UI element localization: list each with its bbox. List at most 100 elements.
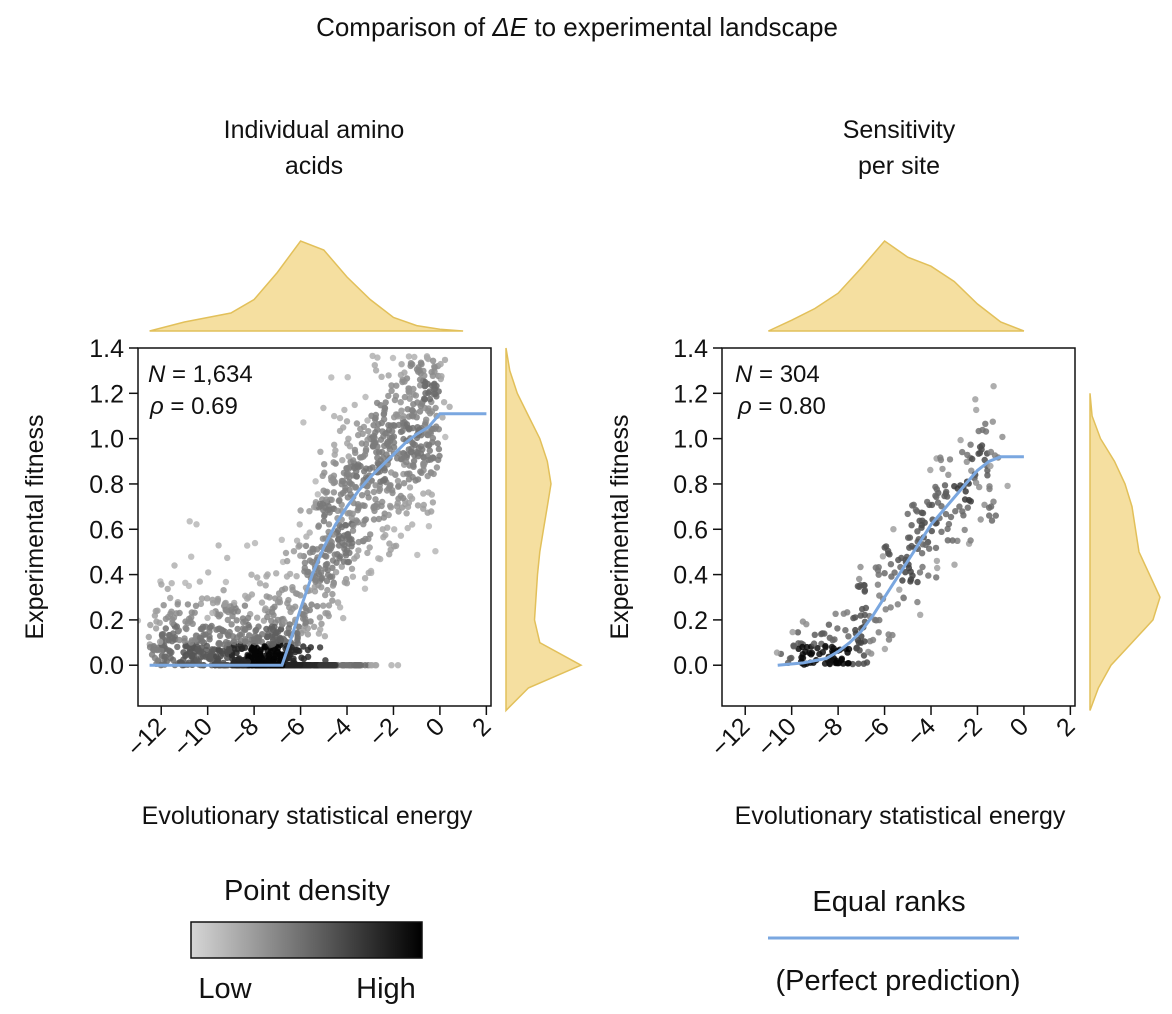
scatter-point xyxy=(357,425,364,433)
scatter-point xyxy=(986,504,993,511)
scatter-point xyxy=(184,601,192,608)
scatter-point xyxy=(380,514,388,521)
scatter-point xyxy=(382,399,389,406)
scatter-point xyxy=(296,542,303,549)
scatter-point xyxy=(928,501,936,509)
scatter-point xyxy=(345,558,353,566)
scatter-point xyxy=(794,629,802,636)
scatter-point xyxy=(375,421,382,428)
scatter-point xyxy=(336,427,344,435)
scatter-panel-individual-amino-acids: 0.0 0.2 0.4 0.6 0.8 1.0 1.2 1.4 −12−10 −8 −6 −4 −2 0… xyxy=(21,240,583,830)
scatter-point xyxy=(856,575,863,583)
scatter-point xyxy=(945,471,952,478)
x-tick-label: −8 xyxy=(224,712,264,752)
scatter-point xyxy=(323,553,330,560)
scatter-point xyxy=(406,484,414,491)
scatter-point xyxy=(321,633,329,640)
scatter-point xyxy=(394,662,402,669)
scatter-point xyxy=(347,480,354,487)
scatter-point xyxy=(245,594,252,601)
scatter-point xyxy=(346,549,353,556)
scatter-point xyxy=(388,382,395,389)
scatter-point xyxy=(424,380,431,388)
scatter-point xyxy=(327,545,335,552)
scatter-point xyxy=(828,643,836,651)
scatter-point xyxy=(361,585,369,592)
scatter-point xyxy=(301,559,309,566)
scatter-point xyxy=(191,609,198,616)
scatter-point xyxy=(860,652,868,659)
scatter-point xyxy=(385,372,392,379)
x-tick-label: 0 xyxy=(421,712,451,742)
scatter-point xyxy=(1004,482,1011,490)
scatter-point xyxy=(433,464,441,471)
scatter-point xyxy=(350,522,357,529)
x-tick-label: −2 xyxy=(364,712,404,752)
scatter-point xyxy=(196,648,203,656)
scatter-point xyxy=(374,354,381,361)
scatter-point xyxy=(315,630,323,637)
scatter-point xyxy=(222,578,230,586)
scatter-point xyxy=(405,476,413,483)
scatter-point xyxy=(370,488,378,496)
scatter-point xyxy=(408,495,416,502)
scatter-point xyxy=(300,643,307,650)
scatter-point xyxy=(906,534,914,541)
scatter-point xyxy=(366,544,373,551)
scatter-point xyxy=(355,547,362,554)
scatter-point xyxy=(410,461,417,469)
scatter-point xyxy=(951,561,958,568)
scatter-point xyxy=(296,521,303,528)
scatter-point xyxy=(332,662,339,669)
scatter-point xyxy=(989,418,996,425)
scatter-point xyxy=(342,484,349,492)
scatter-point xyxy=(292,603,299,610)
scatter-point xyxy=(228,621,235,628)
n-annotation: N = 304 xyxy=(735,361,820,388)
scatter-point xyxy=(942,510,950,518)
scatter-point xyxy=(426,395,434,403)
equal-ranks-curve xyxy=(777,455,1024,667)
scatter-point xyxy=(169,619,176,626)
scatter-point xyxy=(237,637,244,644)
scatter-point xyxy=(404,503,412,511)
scatter-point xyxy=(372,367,380,374)
scatter-point xyxy=(264,613,271,621)
scatter-point xyxy=(412,392,420,399)
scatter-point xyxy=(397,371,405,379)
scatter-point xyxy=(295,623,302,630)
scatter-point xyxy=(227,603,234,610)
scatter-point xyxy=(928,527,935,535)
scatter-point xyxy=(372,411,380,419)
scatter-point xyxy=(421,372,428,379)
scatter-point xyxy=(908,522,915,529)
x-tick-label: 2 xyxy=(467,712,497,742)
scatter-point xyxy=(424,453,431,460)
y-axis: 0.0 0.2 0.4 0.6 0.8 1.0 1.2 1.4 xyxy=(673,335,722,680)
scatter-point xyxy=(954,537,961,544)
scatter-point xyxy=(234,625,241,633)
scatter-point xyxy=(844,660,851,667)
scatter-point xyxy=(904,510,911,518)
scatter-point xyxy=(967,537,974,544)
scatter-point xyxy=(320,602,327,609)
scatter-point xyxy=(285,596,292,604)
scatter-point xyxy=(397,399,404,406)
scatter-point xyxy=(283,629,291,637)
scatter-points xyxy=(138,352,453,669)
scatter-point xyxy=(825,621,833,628)
scatter-point xyxy=(364,489,371,497)
scatter-point xyxy=(803,643,811,651)
scatter-point xyxy=(293,573,300,580)
scatter-point xyxy=(975,427,982,435)
scatter-point xyxy=(986,512,993,519)
scatter-point xyxy=(400,480,408,487)
scatter-point xyxy=(188,553,195,560)
scatter-point xyxy=(329,573,336,580)
scatter-point xyxy=(306,662,313,669)
y-tick-label: 0.8 xyxy=(673,471,708,499)
scatter-point xyxy=(352,449,359,456)
plot-frame xyxy=(137,347,492,707)
scatter-point xyxy=(369,352,376,360)
